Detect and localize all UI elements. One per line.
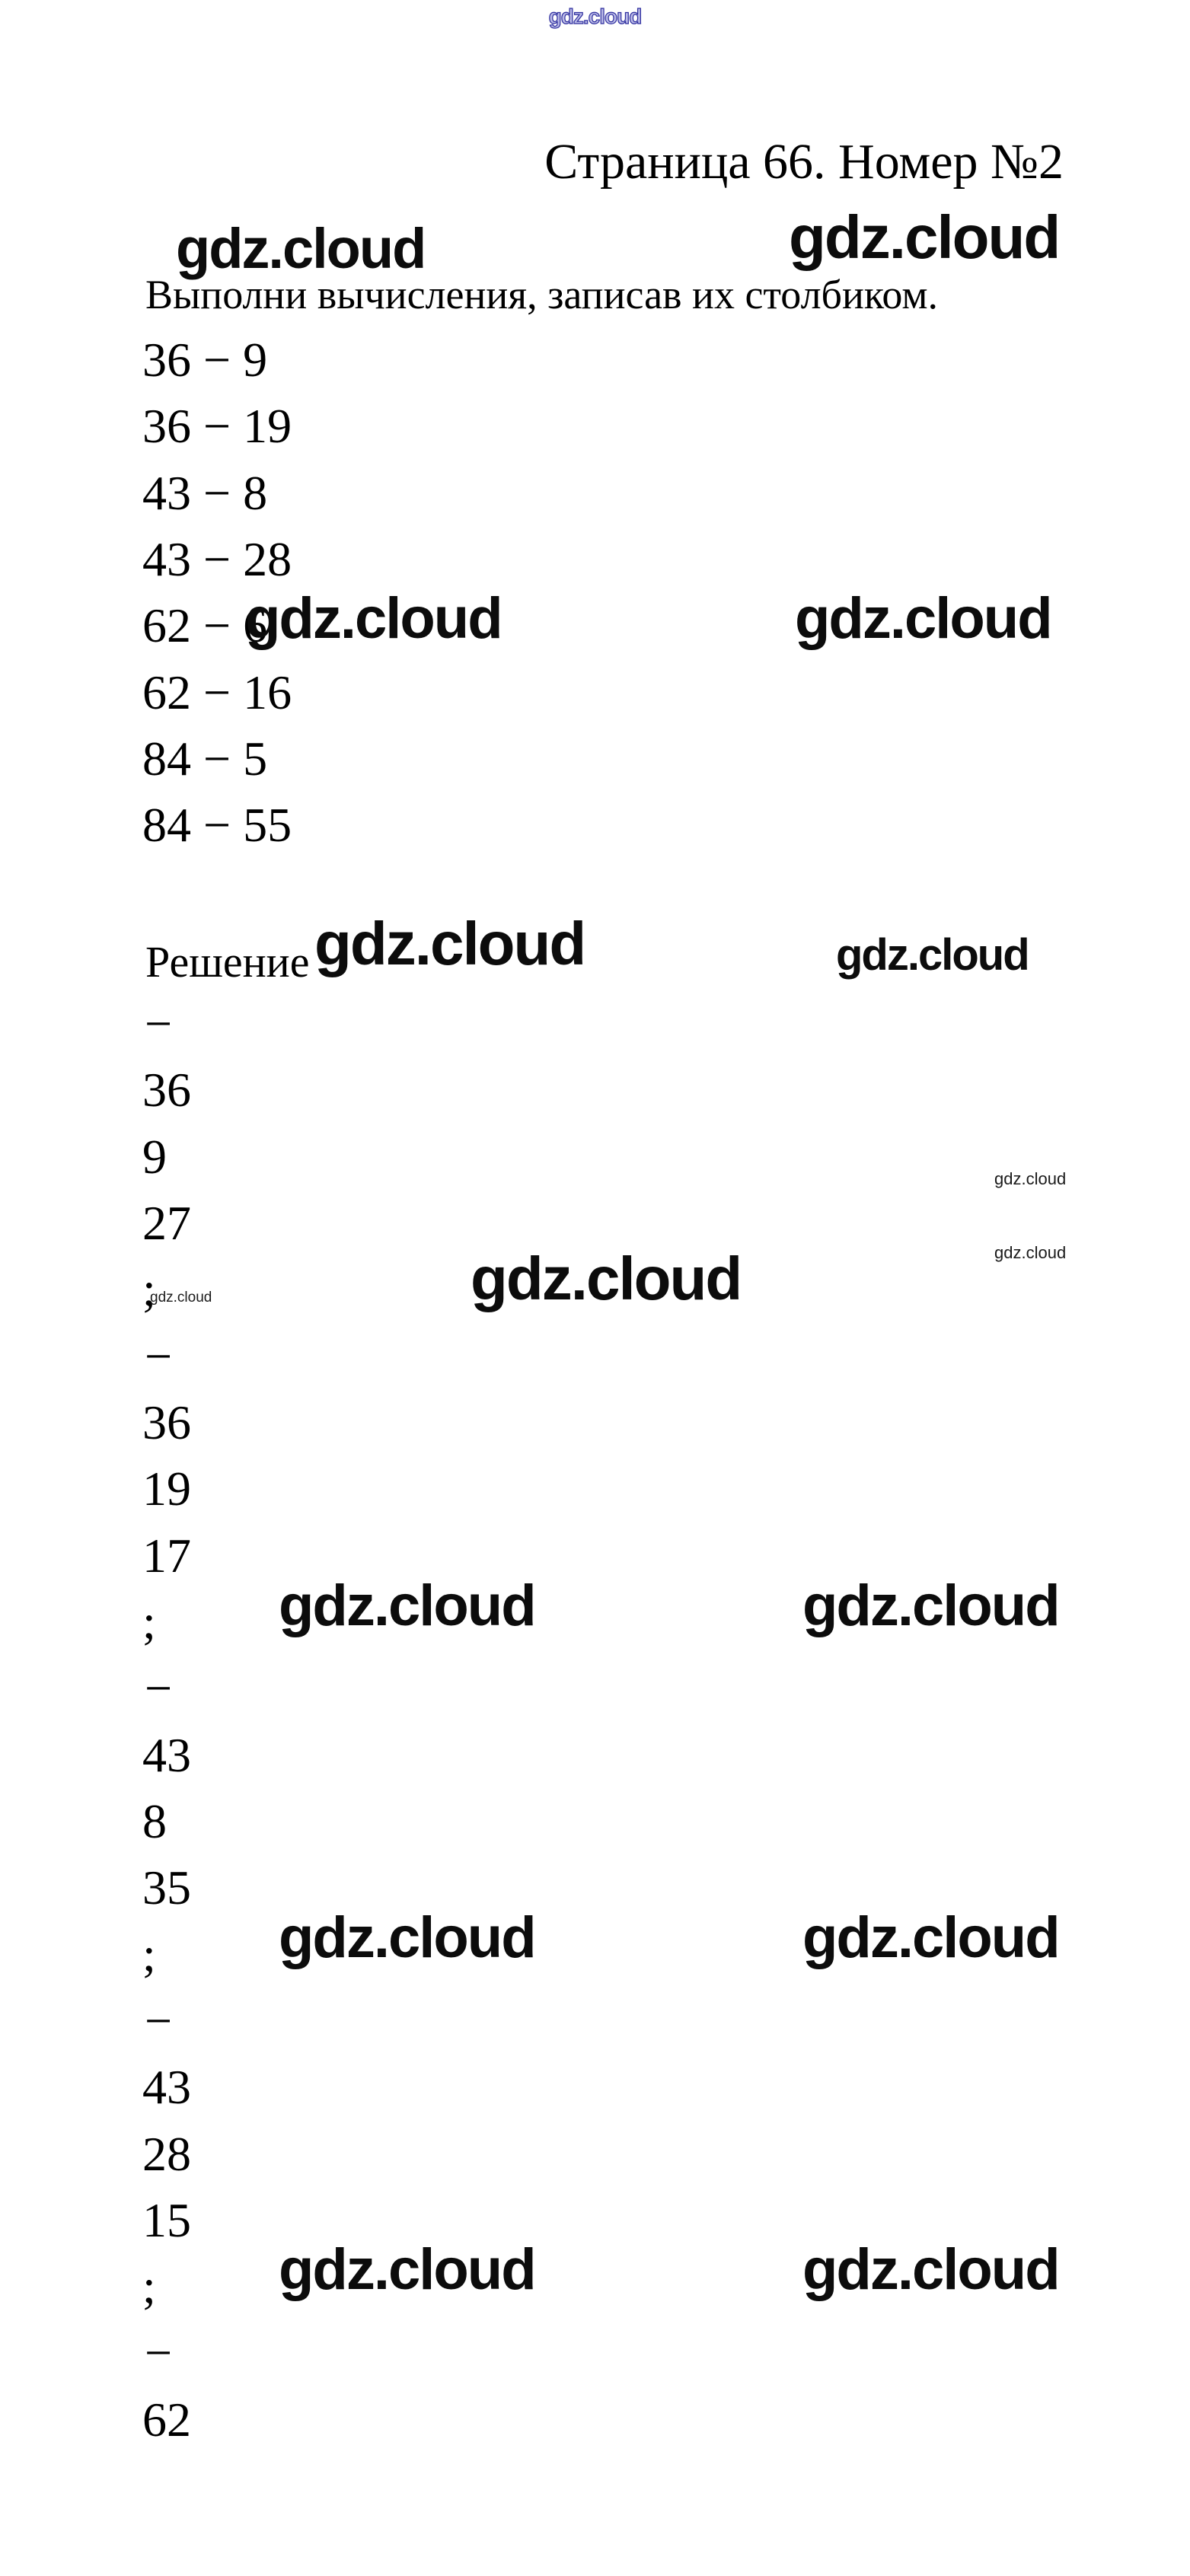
problem-line-8: 84 − 55 bbox=[142, 798, 292, 852]
row3-watermark-left: gdz.cloud bbox=[279, 1905, 537, 1970]
inline-watermark-problems-right: gdz.cloud bbox=[795, 586, 1053, 651]
row4-watermark-left: gdz.cloud bbox=[279, 2237, 537, 2302]
sub3-difference: 35 bbox=[142, 1860, 191, 1914]
row4-watermark-right: gdz.cloud bbox=[802, 2237, 1061, 2302]
sub2-minus-sign: − bbox=[145, 1329, 173, 1383]
top-watermark: gdz.cloud bbox=[548, 5, 643, 28]
sub1-separator: ; bbox=[142, 1262, 156, 1316]
header-watermark-right: gdz.cloud bbox=[789, 203, 1061, 271]
sub5-minus-sign: − bbox=[145, 2326, 173, 2380]
problem-line-4: 43 − 28 bbox=[142, 532, 292, 586]
sub1-minus-sign: − bbox=[145, 996, 173, 1050]
row2-watermark-right: gdz.cloud bbox=[802, 1573, 1061, 1638]
sub2-minuend: 36 bbox=[142, 1395, 191, 1449]
solution-label: Решение bbox=[145, 937, 310, 987]
solution-watermark-right: gdz.cloud bbox=[836, 930, 1030, 980]
header-watermark-left: gdz.cloud bbox=[176, 217, 426, 280]
side-watermark-2: gdz.cloud bbox=[994, 1243, 1067, 1262]
row2-watermark-left: gdz.cloud bbox=[279, 1573, 537, 1638]
row3-watermark-right: gdz.cloud bbox=[802, 1905, 1061, 1970]
solution-watermark-inline: gdz.cloud bbox=[314, 910, 586, 977]
sub4-separator: ; bbox=[142, 2259, 156, 2313]
sub3-subtrahend: 8 bbox=[142, 1794, 167, 1848]
page-title: Страница 66. Номер №2 bbox=[544, 134, 1064, 190]
side-watermark-1: gdz.cloud bbox=[994, 1169, 1067, 1188]
sub3-minus-sign: − bbox=[145, 1661, 173, 1715]
sub4-minuend: 43 bbox=[142, 2060, 191, 2114]
problem-line-7: 84 − 5 bbox=[142, 732, 268, 786]
problem-line-1: 36 − 9 bbox=[142, 333, 268, 387]
problem-line-6: 62 − 16 bbox=[142, 665, 292, 719]
tiny-inline-watermark: gdz.cloud bbox=[150, 1290, 212, 1306]
sub2-difference: 17 bbox=[142, 1529, 191, 1583]
sub4-subtrahend: 28 bbox=[142, 2127, 191, 2181]
problem-line-5: 62 − 6 bbox=[142, 598, 268, 652]
sub1-subtrahend: 9 bbox=[142, 1130, 167, 1184]
sub5-minuend: 62 bbox=[142, 2393, 191, 2447]
center-watermark: gdz.cloud bbox=[471, 1245, 742, 1312]
sub4-minus-sign: − bbox=[145, 1994, 173, 2048]
sub2-separator: ; bbox=[142, 1595, 156, 1649]
problem-line-2: 36 − 19 bbox=[142, 399, 292, 453]
sub1-difference: 27 bbox=[142, 1196, 191, 1250]
inline-watermark-problems-left: gdz.cloud bbox=[245, 586, 503, 651]
sub4-difference: 15 bbox=[142, 2193, 191, 2247]
sub2-subtrahend: 19 bbox=[142, 1462, 191, 1516]
sub3-minuend: 43 bbox=[142, 1728, 191, 1782]
task-instruction: Выполни вычисления, записав их столбиком… bbox=[145, 272, 939, 317]
problem-line-3: 43 − 8 bbox=[142, 466, 268, 520]
sub3-separator: ; bbox=[142, 1927, 156, 1981]
sub1-minuend: 36 bbox=[142, 1063, 191, 1117]
